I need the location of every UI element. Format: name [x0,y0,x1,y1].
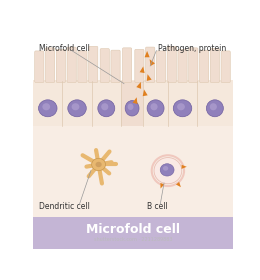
Ellipse shape [68,100,86,117]
Ellipse shape [92,158,106,171]
FancyBboxPatch shape [67,47,76,83]
FancyBboxPatch shape [156,51,166,83]
FancyBboxPatch shape [189,48,198,83]
FancyBboxPatch shape [100,49,109,83]
FancyBboxPatch shape [167,46,176,83]
FancyBboxPatch shape [56,49,66,83]
Polygon shape [136,82,141,89]
Bar [33,80,233,126]
Bar [33,122,233,217]
FancyBboxPatch shape [146,47,155,83]
Polygon shape [147,74,152,81]
Text: Microfold cell: Microfold cell [86,223,180,236]
FancyBboxPatch shape [35,51,44,83]
Ellipse shape [125,101,139,116]
Ellipse shape [163,166,168,171]
FancyBboxPatch shape [78,51,87,83]
FancyBboxPatch shape [111,50,120,83]
Ellipse shape [38,100,57,117]
Polygon shape [181,165,187,169]
Ellipse shape [128,104,133,110]
Polygon shape [145,51,150,57]
Ellipse shape [72,103,79,110]
Ellipse shape [154,158,182,184]
Ellipse shape [206,100,223,117]
Text: Dendritic cell: Dendritic cell [39,202,90,211]
Polygon shape [150,59,155,66]
Ellipse shape [147,100,164,117]
Ellipse shape [42,103,50,110]
Polygon shape [176,182,181,187]
Ellipse shape [95,162,102,167]
Polygon shape [143,90,148,96]
Bar [121,81,143,126]
Ellipse shape [98,100,115,117]
FancyBboxPatch shape [46,48,55,83]
FancyBboxPatch shape [122,48,132,83]
Polygon shape [140,66,145,73]
Ellipse shape [151,103,158,110]
Text: B cell: B cell [147,202,168,211]
FancyBboxPatch shape [221,51,230,83]
Text: Microfold cell: Microfold cell [39,45,90,53]
Text: shutterstock.com · 2211289883: shutterstock.com · 2211289883 [94,237,172,242]
Polygon shape [133,97,138,104]
FancyBboxPatch shape [135,49,144,83]
Ellipse shape [173,100,192,117]
Ellipse shape [177,103,185,110]
Ellipse shape [101,103,108,110]
Text: Pathogen, protein: Pathogen, protein [158,45,226,53]
Ellipse shape [160,164,174,176]
Bar [33,217,233,249]
Polygon shape [160,183,164,188]
Ellipse shape [210,103,217,110]
FancyBboxPatch shape [199,50,209,83]
FancyBboxPatch shape [210,49,219,83]
FancyBboxPatch shape [89,46,98,83]
FancyBboxPatch shape [178,49,187,83]
